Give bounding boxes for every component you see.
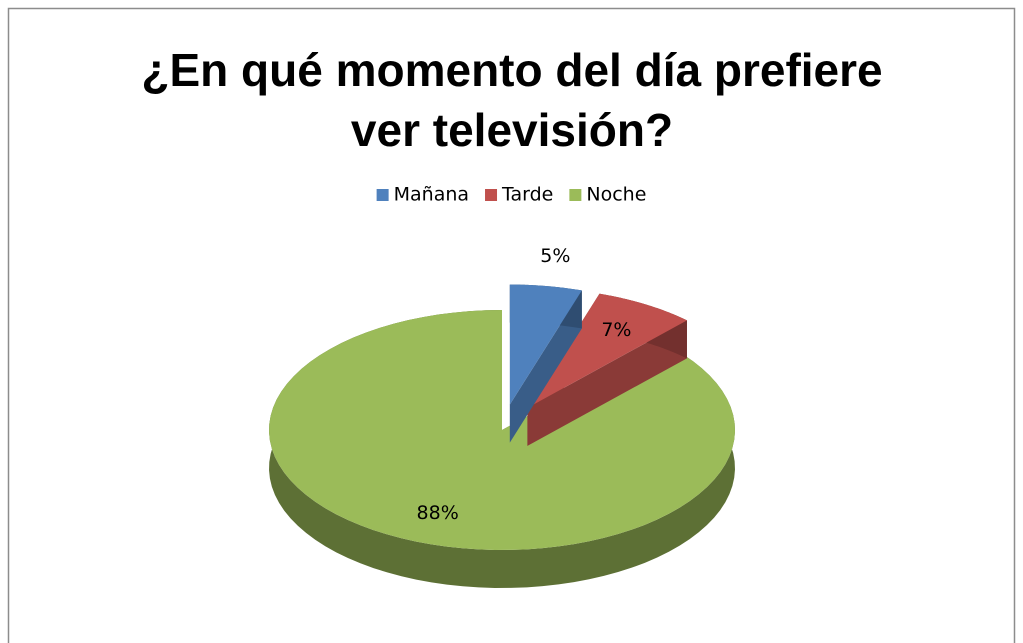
slice-top — [527, 293, 687, 408]
data-label: 88% — [417, 502, 459, 524]
legend-swatch — [376, 189, 389, 201]
legend-label: Tarde — [501, 184, 553, 206]
slice — [509, 284, 582, 443]
chart-title: ¿En qué momento del día prefiere ver tel… — [141, 44, 883, 156]
legend-label: Mañana — [394, 184, 469, 206]
legend-swatch — [569, 189, 582, 201]
slice-wall — [509, 290, 582, 443]
slice-wall — [527, 320, 687, 446]
chart-border — [7, 7, 1016, 643]
legend: Mañana Tarde Noche — [376, 184, 646, 206]
slice-top — [509, 284, 582, 405]
data-label: 7% — [601, 319, 631, 341]
slice — [527, 293, 687, 446]
legend-swatch — [485, 189, 498, 201]
legend-label: Noche — [586, 184, 646, 206]
data-label: 5% — [540, 245, 570, 267]
